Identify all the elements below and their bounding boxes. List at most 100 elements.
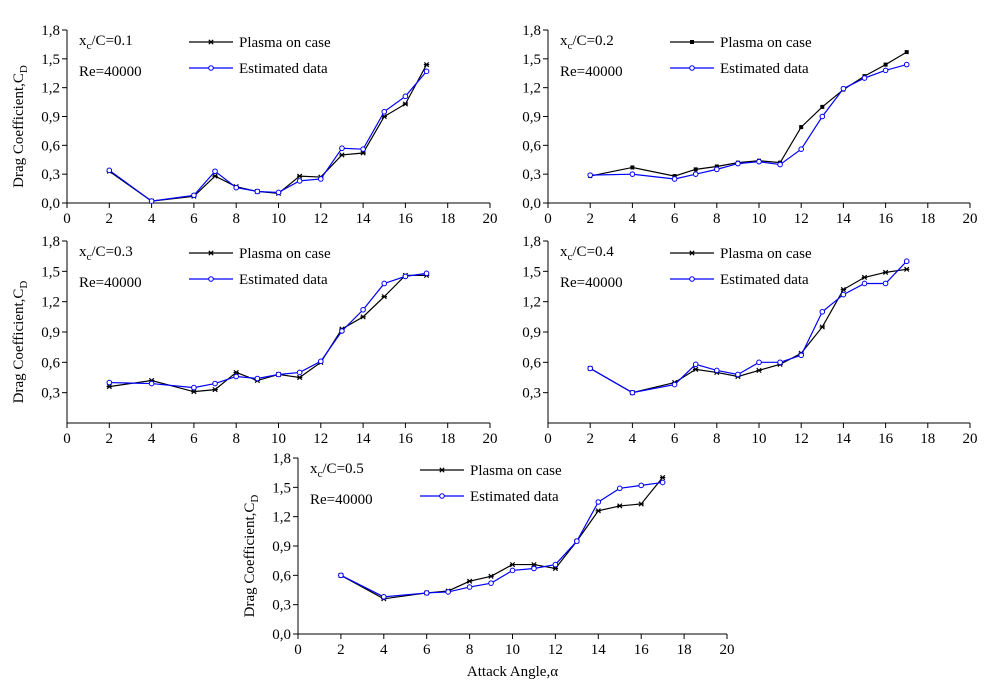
x-tick-label: 10 [505,642,520,658]
y-axis-label: Drag Coefficient,CD [242,495,261,618]
y-tick-label: 1,2 [272,510,291,526]
x-tick-label: 10 [271,211,286,227]
point [339,152,345,158]
point [819,324,825,330]
y-axis-label-text: Drag Coefficient,C [11,73,27,188]
y-tick-label: 0,3 [272,598,291,614]
reynolds-label: Re=40000 [79,64,142,80]
point [574,538,580,544]
y-tick-label: 1,8 [522,234,541,250]
x-tick-label: 12 [794,211,809,227]
annotation-var: x [310,461,318,477]
point [318,358,324,365]
point [488,580,494,586]
x-axis-label: Attack Angle,α [467,664,558,680]
reynolds-label: Re=40000 [560,275,623,291]
legend-marker [439,467,445,473]
y-tick-label: 0,9 [41,325,60,341]
series-line [589,268,907,394]
x-tick-label: 14 [836,211,852,227]
x-tick-label: 6 [190,431,198,447]
x-tick-label: 2 [106,211,114,227]
series-line [589,260,908,394]
y-tick-label: 0,6 [272,568,291,584]
reynolds-label: Re=40000 [560,64,623,80]
reynolds-label: Re=40000 [310,492,373,508]
legend-label: Plasma on case [239,35,331,51]
x-tick-label: 2 [106,431,114,447]
y-tick-label: 1,5 [522,52,541,68]
annotation-var: x [79,33,87,49]
y-axis-label: Drag Coefficient,CD [11,281,30,404]
legend-label: Estimated data [239,61,328,77]
point [735,371,741,378]
x-tick-label: 0 [63,431,71,447]
x-tick-label: 8 [232,431,240,447]
point [629,389,636,396]
x-tick-label: 18 [920,211,935,227]
point [638,501,644,507]
point [531,561,537,568]
annotation-var: x [560,244,568,260]
point [587,365,594,372]
point [212,168,218,175]
y-tick-label: 0,3 [41,386,60,402]
annotation: xc/C=0.2 [560,33,614,52]
y-axis-label: Drag Coefficient,CD [11,65,30,188]
x-tick-label: 16 [634,642,650,658]
x-tick-label: 4 [380,642,388,658]
x-tick-label: 4 [629,211,637,227]
series-line [109,272,427,389]
x-tick-label: 20 [720,642,735,658]
point [338,572,344,579]
y-tick-label: 1,2 [522,295,541,311]
point [381,594,387,600]
x-tick-label: 20 [963,211,978,227]
point [671,176,678,182]
point [339,145,345,152]
point [360,146,366,152]
point [296,173,303,179]
annotation: xc/C=0.5 [310,461,364,480]
y-tick-label: 1,8 [522,23,541,39]
y-axis-label-text: Drag Coefficient,C [11,289,27,404]
legend-label: Estimated data [470,489,559,505]
panel: 0 2 4 6 8 10 12 14 16 18 20 0,3 0,6 0,9 1,2 1,5 1,8 xc/C=… [522,234,977,447]
point [882,280,889,287]
y-tick-label: 0,9 [41,110,60,126]
point [106,383,112,390]
point [819,113,826,120]
series-line [590,64,907,180]
x-tick-label: 4 [148,431,156,447]
y-tick-label: 1,8 [272,451,291,467]
point [402,93,409,100]
point [882,67,889,74]
x-tick-label: 10 [752,211,767,227]
point [509,561,516,568]
y-tick-label: 0,9 [522,110,541,126]
panel: 0 2 4 6 8 10 12 14 16 18 20 0,3 0,6 0,9 1,2 1,5 1,8 Drag … [11,234,498,447]
y-tick-label: 0,0 [522,196,541,212]
point [629,171,636,177]
point [488,573,494,579]
point [799,125,804,130]
x-tick-label: 8 [713,211,721,227]
y-tick-label: 0,9 [272,539,291,555]
x-tick-label: 2 [586,431,594,447]
annotation-rest: /C=0.1 [91,33,132,49]
y-tick-label: 0,0 [272,627,291,643]
point [672,174,677,179]
legend-label: Estimated data [239,272,328,288]
x-tick-label: 12 [794,431,809,447]
x-tick-label: 4 [629,431,637,447]
point [212,387,218,393]
x-tick-label: 8 [466,642,474,658]
y-tick-label: 1,5 [272,480,291,496]
annotation-subscript: c [568,251,573,263]
point [148,198,155,204]
y-tick-label: 1,8 [41,234,60,250]
x-tick-label: 12 [548,642,563,658]
point [402,101,409,107]
y-tick-label: 1,8 [41,23,60,39]
point [714,164,719,169]
